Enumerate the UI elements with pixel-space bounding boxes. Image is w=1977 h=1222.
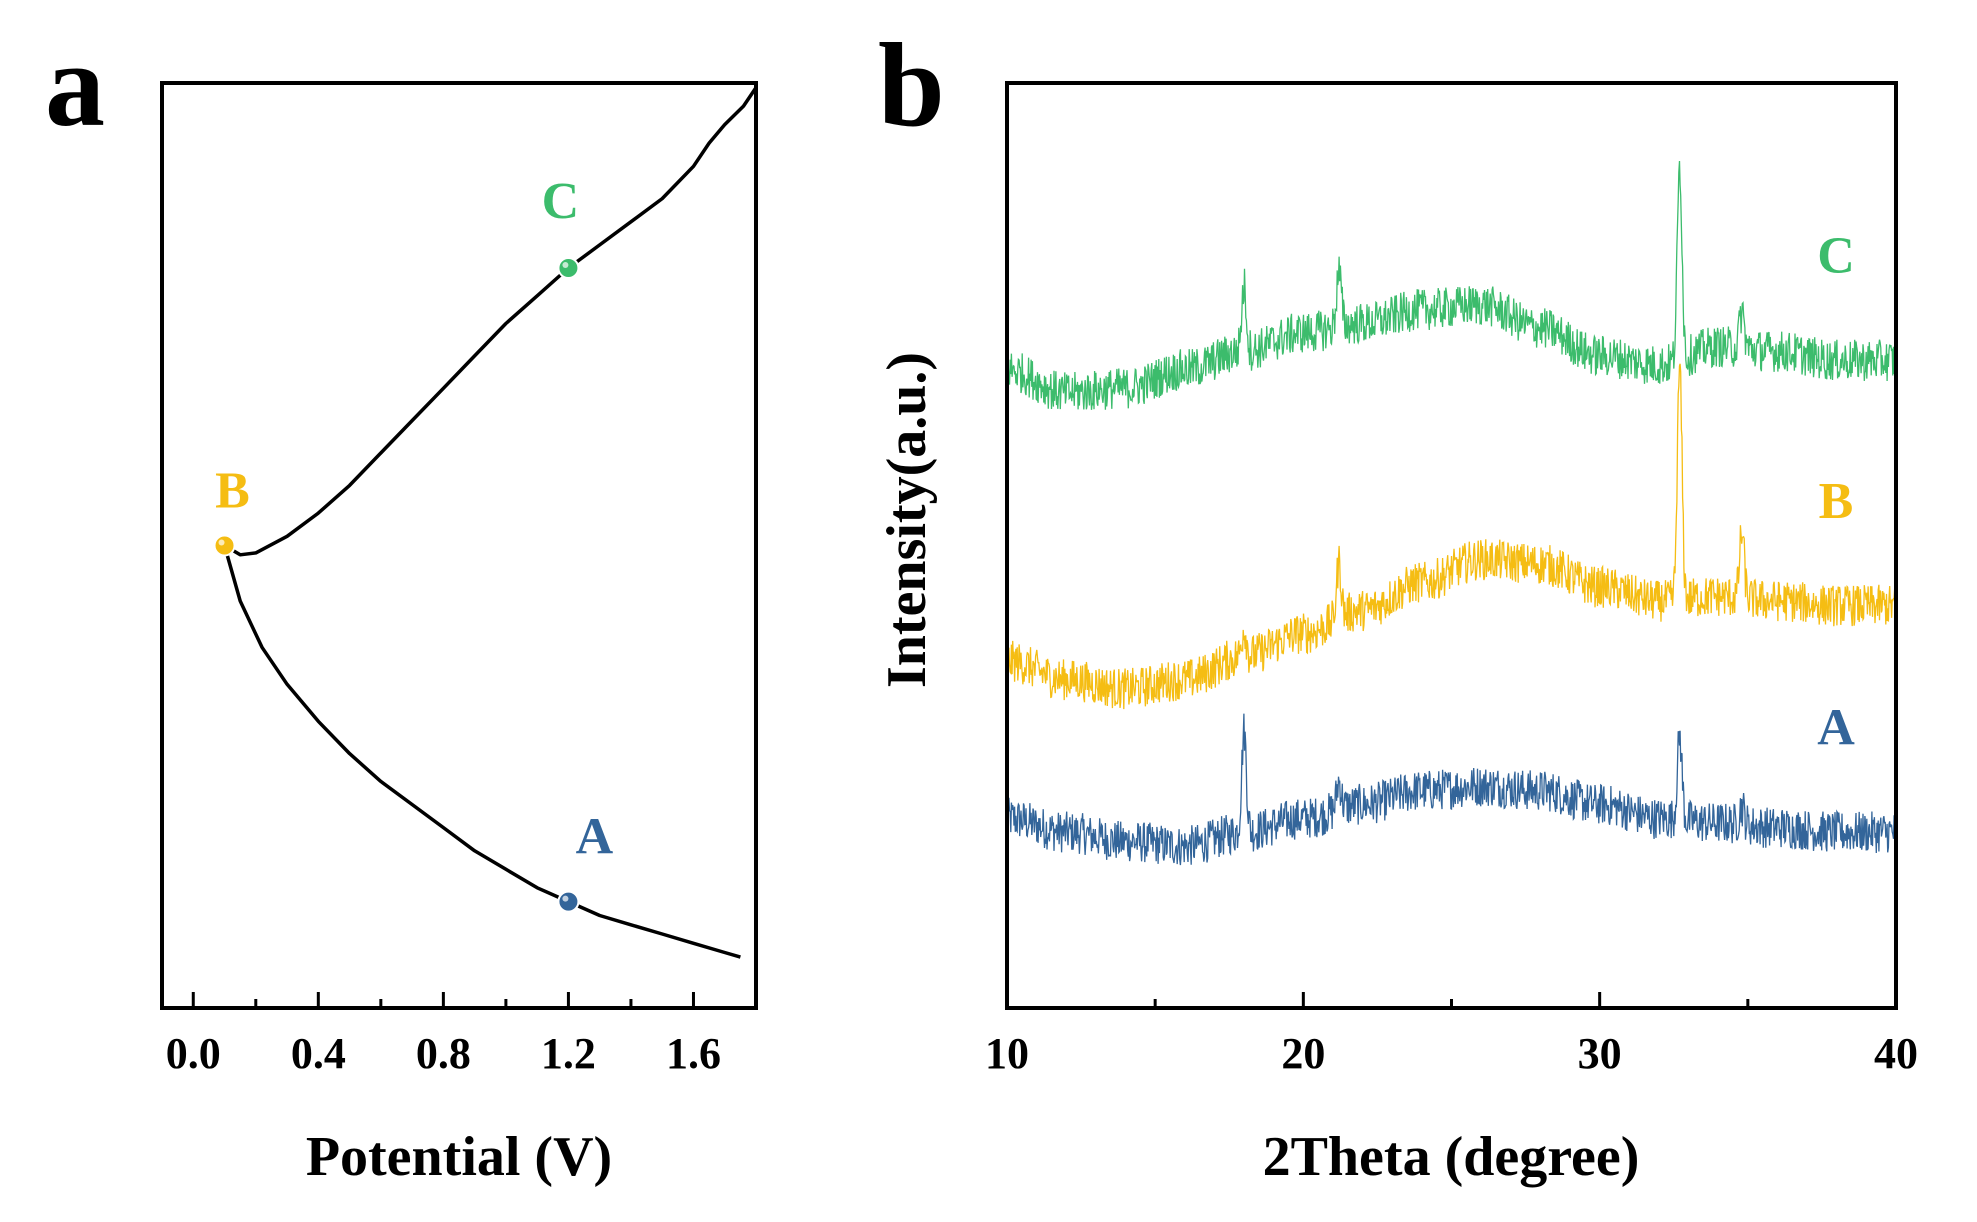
panel-b-x-tick-label: 20 bbox=[1281, 1029, 1325, 1078]
xrd-series-b bbox=[1006, 363, 1897, 710]
panel-a-markers: A B C bbox=[213, 173, 614, 913]
panel-a-x-ticks: 0.0 0.4 0.8 1.2 1.6 bbox=[166, 992, 721, 1078]
panel-b-frame bbox=[1005, 81, 1898, 1010]
panel-b-curves bbox=[1006, 160, 1897, 866]
panel-a-charge-curve bbox=[223, 86, 758, 557]
panel-a-x-tick-label: 1.2 bbox=[541, 1029, 596, 1078]
marker-c bbox=[557, 257, 580, 279]
xrd-series-a bbox=[1006, 713, 1897, 866]
marker-b-highlight bbox=[218, 539, 225, 546]
marker-b-label: B bbox=[215, 463, 250, 520]
panel-a-curves bbox=[222, 86, 758, 959]
panel-a-x-axis-title: Potential (V) bbox=[306, 1126, 612, 1188]
panel-b-x-tick-label: 40 bbox=[1874, 1029, 1918, 1078]
marker-a-label: A bbox=[576, 809, 614, 866]
series-label-a: A bbox=[1817, 699, 1855, 756]
panel-a-frame bbox=[160, 81, 758, 1010]
panel-a: A B C 0.0 0.4 0.8 1.2 1.6 Potential (V) bbox=[160, 81, 758, 1188]
panel-b-x-tick-label: 30 bbox=[1578, 1029, 1622, 1078]
marker-a bbox=[557, 890, 580, 913]
panel-a-x-tick-label: 0.0 bbox=[166, 1029, 221, 1078]
panel-a-x-tick-label: 0.4 bbox=[291, 1029, 346, 1078]
panel-b-letter: b bbox=[878, 18, 945, 151]
series-label-c: C bbox=[1817, 228, 1855, 285]
panel-b: 10 20 30 40 A B C 2Theta (degree) Intensity(a… bbox=[876, 81, 1918, 1188]
xrd-series-c bbox=[1006, 160, 1897, 410]
panel-b-y-axis-title: Intensity(a.u.) bbox=[876, 352, 938, 688]
panel-a-x-tick-label: 0.8 bbox=[416, 1029, 471, 1078]
panel-b-x-axis-title: 2Theta (degree) bbox=[1263, 1126, 1640, 1188]
marker-b bbox=[213, 534, 236, 557]
panel-b-x-tick-label: 10 bbox=[985, 1029, 1029, 1078]
marker-a-highlight bbox=[562, 895, 569, 902]
panel-b-x-ticks: 10 20 30 40 bbox=[985, 992, 1918, 1078]
marker-c-label: C bbox=[542, 173, 580, 230]
panel-a-letter: a bbox=[45, 18, 105, 151]
series-label-b: B bbox=[1819, 473, 1854, 530]
panel-b-series-labels: A B C bbox=[1817, 228, 1855, 757]
panel-a-discharge-curve bbox=[222, 545, 741, 959]
panel-a-x-tick-label: 1.6 bbox=[666, 1029, 721, 1078]
marker-c-highlight bbox=[562, 262, 569, 268]
